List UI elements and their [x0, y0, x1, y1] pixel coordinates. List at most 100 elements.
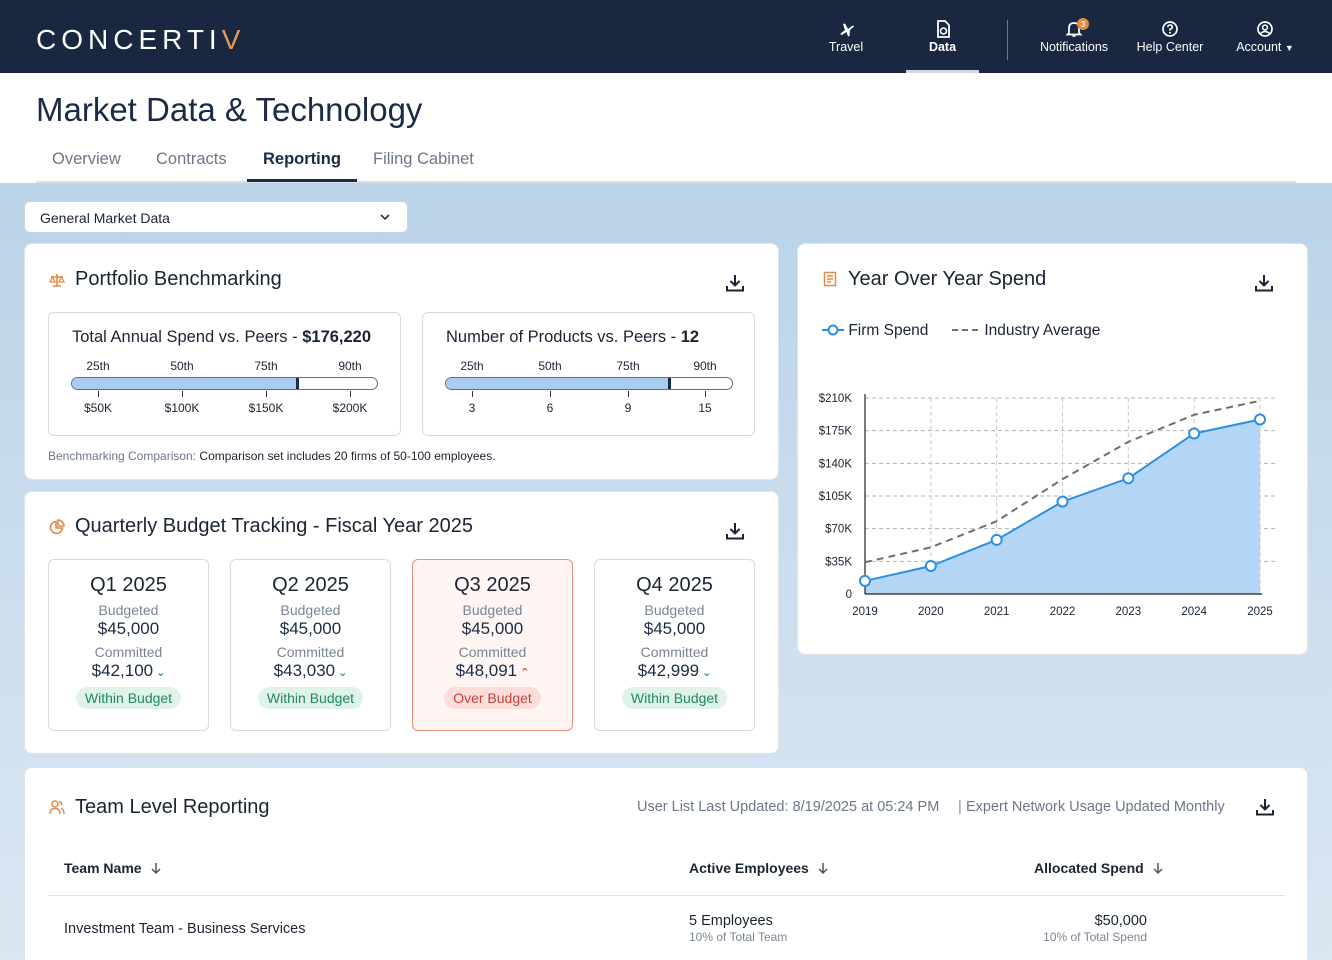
status-badge: Within Budget [257, 687, 364, 709]
committed-label: Committed [458, 644, 527, 660]
firm-spend-point [990, 533, 1003, 546]
quarter-name: Q4 2025 [636, 574, 713, 596]
percentile-label: 25th [460, 359, 484, 373]
products-bar-marker [667, 378, 671, 389]
tab-filing-cabinet[interactable]: Filing Cabinet [373, 150, 474, 168]
users-icon [49, 800, 65, 815]
y-tick-label: $70K [825, 524, 852, 536]
pie-chart-icon [49, 519, 65, 535]
team-reporting-card: Team Level Reporting User List Last Upda… [24, 767, 1308, 960]
portfolio-benchmarking-card: Portfolio Benchmarking Total Annual Spen… [24, 243, 779, 480]
active-employees-cell: 5 Employees [689, 913, 773, 929]
select-value: General Market Data [40, 210, 170, 226]
spend-benchmark: Total Annual Spend vs. Peers - $176,220 … [48, 312, 401, 436]
tick-label: 3 [468, 401, 476, 415]
budget-title: Quarterly Budget Tracking - Fiscal Year … [75, 515, 473, 537]
quarter-card-q2[interactable]: Q2 2025 Budgeted $45,000 Committed $43,0… [230, 559, 391, 731]
chevron-up-icon: ⌃ [520, 667, 530, 679]
spend-share: 10% of Total Spend [1043, 930, 1147, 944]
committed-label: Committed [94, 644, 163, 660]
concertiv-logo[interactable]: CONCERTIV [36, 24, 246, 55]
sort-arrow-icon [818, 863, 828, 875]
download-icon[interactable] [1254, 796, 1276, 818]
notification-count-badge: 3 [1077, 18, 1089, 30]
tick-label: $50K [83, 401, 113, 415]
yoy-spend-chart: 0 $35K $70K $105K $140K $175K $210K 2019 2020 202… [819, 393, 1275, 618]
axis-tick [472, 391, 473, 397]
quarter-card-q4[interactable]: Q4 2025 Budgeted $45,000 Committed $42,9… [594, 559, 755, 731]
y-tick-label: $175K [819, 426, 853, 438]
tab-bar: Overview Contracts Reporting Filing Cabi… [36, 140, 1296, 183]
committed-label: Committed [276, 644, 345, 660]
meta-divider: | [958, 799, 962, 815]
expert-network-usage-note: Expert Network Usage Updated Monthly [966, 799, 1225, 815]
spend-bar-marker [296, 378, 300, 389]
tick-label: 15 [698, 401, 712, 415]
user-list-updated: User List Last Updated: 8/19/2025 at 05:… [637, 799, 940, 815]
industry-average-line [864, 399, 1261, 564]
quarter-card-q3[interactable]: Q3 2025 Budgeted $45,000 Committed $48,0… [412, 559, 573, 731]
team-name-cell[interactable]: Investment Team - Business Services [64, 921, 306, 937]
employees-share: 10% of Total Team [689, 930, 788, 944]
percentile-label: 75th [254, 359, 278, 373]
account-icon [1257, 21, 1273, 37]
firm-spend-point [859, 574, 871, 587]
chevron-down-icon [380, 214, 390, 221]
products-benchmark: Number of Products vs. Peers - 12 25th 5… [422, 312, 755, 436]
nav-account[interactable]: Account ▼ [1232, 20, 1298, 73]
x-tick-label: 2020 [918, 606, 944, 618]
reporting-content: General Market Data Portfolio Benchmarki… [0, 183, 1332, 960]
yoy-spend-card: Year Over Year Spend Firm Spend Industry… [797, 243, 1308, 655]
percentile-label: 90th [693, 359, 717, 373]
committed-label: Committed [640, 644, 709, 660]
budgeted-value: $45,000 [97, 619, 160, 638]
legend-firm-spend[interactable]: Firm Spend [822, 322, 928, 340]
percentile-label: 75th [616, 359, 640, 373]
y-tick-label: $105K [819, 491, 853, 503]
quarter-name: Q2 2025 [272, 574, 349, 596]
percentile-label: 50th [538, 359, 562, 373]
download-icon[interactable] [724, 272, 746, 294]
tab-overview[interactable]: Overview [52, 150, 121, 168]
budgeted-label: Budgeted [462, 602, 523, 618]
axis-tick [628, 391, 629, 397]
committed-value: $42,100 ⌄ [91, 661, 166, 680]
nav-data[interactable]: Data [906, 20, 979, 73]
spend-benchmark-title: Total Annual Spend vs. Peers - $176,220 [72, 328, 372, 346]
download-icon[interactable] [724, 520, 746, 542]
budgeted-label: Budgeted [644, 602, 705, 618]
tab-contracts[interactable]: Contracts [156, 150, 227, 168]
quarterly-budget-card: Quarterly Budget Tracking - Fiscal Year … [24, 491, 779, 754]
quarter-name: Q3 2025 [454, 574, 531, 596]
status-badge: Within Budget [621, 687, 728, 709]
firm-spend-point [1254, 413, 1266, 426]
download-icon[interactable] [1253, 272, 1275, 294]
firm-spend-point [1188, 427, 1201, 440]
x-tick-label: 2023 [1116, 606, 1142, 618]
axis-tick [550, 391, 551, 397]
column-header-team-name[interactable]: Team Name [64, 860, 162, 876]
x-tick-label: 2019 [852, 606, 878, 618]
active-tab-indicator [247, 179, 357, 182]
tick-label: 6 [546, 401, 554, 415]
airplane-icon [840, 23, 854, 37]
spend-percentile-bar [71, 377, 378, 390]
header-divider [48, 895, 1285, 896]
nav-travel[interactable]: Travel [822, 20, 870, 73]
tab-reporting[interactable]: Reporting [263, 150, 341, 168]
committed-value: $43,030 ⌄ [273, 661, 348, 680]
legend-industry-average[interactable]: Industry Average [952, 322, 1100, 340]
data-category-select[interactable]: General Market Data [24, 201, 408, 233]
nav-help-center[interactable]: Help Center [1134, 20, 1206, 73]
portfolio-title: Portfolio Benchmarking [75, 268, 282, 290]
committed-value: $42,999 ⌄ [637, 661, 712, 680]
percentile-label: 25th [86, 359, 110, 373]
products-benchmark-title: Number of Products vs. Peers - 12 [446, 328, 700, 346]
chevron-down-icon: ▼ [1284, 43, 1294, 53]
column-header-allocated-spend[interactable]: Allocated Spend [1034, 860, 1164, 876]
column-header-active-employees[interactable]: Active Employees [689, 860, 829, 876]
nav-notifications[interactable]: 3 Notifications [1039, 18, 1109, 54]
axis-tick [350, 391, 351, 397]
quarter-card-q1[interactable]: Q1 2025 Budgeted $45,000 Committed $42,1… [48, 559, 209, 731]
products-bar-fill [446, 378, 670, 389]
